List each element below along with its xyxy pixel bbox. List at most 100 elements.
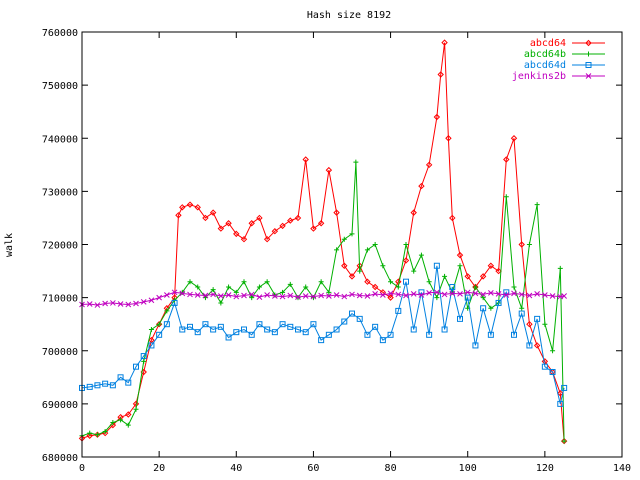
series-line-jenkins2b bbox=[81, 291, 565, 306]
data-point-abcd64b bbox=[133, 406, 139, 412]
legend-marker bbox=[585, 39, 592, 47]
y-tick-label: 760000 bbox=[42, 28, 78, 39]
y-tick-label: 750000 bbox=[42, 81, 78, 92]
series-line-abcd64d bbox=[81, 265, 565, 405]
data-point-abcd64 bbox=[271, 228, 279, 235]
data-point-abcd64d bbox=[210, 326, 217, 333]
data-point-abcd64b bbox=[442, 273, 448, 279]
data-point-jenkins2b bbox=[287, 292, 294, 299]
data-point-abcd64d bbox=[349, 310, 355, 317]
legend-label: abcd64 bbox=[530, 38, 566, 49]
data-point-abcd64 bbox=[479, 273, 487, 280]
data-point-abcd64 bbox=[348, 273, 356, 280]
data-point-abcd64d bbox=[410, 326, 417, 333]
data-point-abcd64 bbox=[317, 220, 325, 227]
data-point-jenkins2b bbox=[457, 291, 463, 297]
x-tick-label: 60 bbox=[307, 463, 319, 474]
data-point-abcd64d bbox=[302, 329, 309, 336]
data-point-abcd64b bbox=[210, 287, 216, 293]
data-point-abcd64b bbox=[519, 305, 525, 311]
data-point-abcd64d bbox=[279, 321, 286, 328]
data-point-abcd64d bbox=[125, 379, 132, 386]
data-point-abcd64b bbox=[403, 242, 409, 247]
data-point-jenkins2b bbox=[194, 292, 201, 298]
data-point-jenkins2b bbox=[434, 289, 440, 296]
data-point-abcd64b bbox=[249, 295, 255, 301]
data-point-abcd64 bbox=[395, 278, 402, 285]
series-jenkins2b bbox=[79, 289, 567, 308]
data-point-abcd64d bbox=[248, 331, 255, 338]
series-abcd64b bbox=[79, 159, 567, 444]
data-point-abcd64b bbox=[534, 202, 540, 208]
data-point-abcd64d bbox=[449, 284, 456, 290]
data-point-abcd64b bbox=[561, 438, 567, 444]
data-point-abcd64 bbox=[510, 135, 518, 142]
data-point-abcd64b bbox=[418, 252, 424, 258]
data-point-abcd64b bbox=[434, 295, 440, 301]
legend-label: jenkins2b bbox=[512, 71, 566, 82]
y-tick-label: 710000 bbox=[42, 294, 78, 305]
x-tick-label: 0 bbox=[79, 463, 85, 474]
data-point-abcd64 bbox=[387, 294, 394, 301]
data-point-jenkins2b bbox=[380, 292, 386, 298]
series-abcd64d bbox=[79, 262, 568, 407]
data-point-abcd64b bbox=[303, 284, 309, 290]
data-point-abcd64 bbox=[263, 235, 271, 243]
data-point-abcd64b bbox=[287, 281, 293, 287]
data-point-abcd64d bbox=[310, 321, 317, 328]
data-point-abcd64b bbox=[526, 242, 532, 247]
data-point-abcd64b bbox=[511, 284, 517, 290]
legend-entry-jenkins2b: jenkins2b bbox=[512, 71, 605, 82]
data-point-abcd64b bbox=[148, 327, 154, 332]
data-point-jenkins2b bbox=[372, 291, 378, 297]
data-point-abcd64b bbox=[550, 348, 556, 354]
data-point-abcd64 bbox=[86, 432, 93, 439]
data-point-abcd64d bbox=[133, 363, 139, 370]
data-point-jenkins2b bbox=[179, 290, 186, 297]
data-point-abcd64b bbox=[233, 289, 239, 295]
data-point-abcd64 bbox=[402, 257, 410, 264]
data-point-abcd64 bbox=[279, 222, 286, 230]
data-point-jenkins2b bbox=[534, 291, 540, 297]
data-point-abcd64 bbox=[194, 204, 201, 211]
data-point-abcd64 bbox=[526, 320, 533, 328]
data-point-abcd64d bbox=[561, 384, 568, 391]
y-tick-label: 700000 bbox=[42, 347, 78, 358]
data-point-abcd64d bbox=[86, 383, 93, 390]
data-point-abcd64d bbox=[256, 321, 263, 328]
data-point-abcd64d bbox=[511, 331, 517, 338]
data-point-jenkins2b bbox=[480, 291, 486, 298]
data-point-abcd64 bbox=[294, 214, 302, 222]
data-point-jenkins2b bbox=[272, 293, 278, 299]
data-point-abcd64d bbox=[117, 374, 124, 381]
data-point-abcd64d bbox=[433, 262, 440, 269]
data-point-abcd64 bbox=[533, 342, 541, 349]
data-point-abcd64d bbox=[487, 331, 494, 338]
data-point-jenkins2b bbox=[148, 297, 155, 304]
data-point-abcd64b bbox=[480, 295, 486, 301]
data-point-abcd64 bbox=[248, 220, 255, 227]
data-point-abcd64d bbox=[557, 400, 564, 407]
data-point-abcd64 bbox=[240, 235, 248, 243]
plot-area bbox=[78, 39, 568, 445]
data-point-abcd64 bbox=[175, 212, 182, 219]
data-point-abcd64d bbox=[287, 323, 294, 330]
legend-marker bbox=[586, 51, 591, 57]
data-point-abcd64d bbox=[295, 326, 301, 333]
data-point-jenkins2b bbox=[549, 293, 556, 299]
data-point-jenkins2b bbox=[542, 292, 548, 298]
data-point-jenkins2b bbox=[210, 291, 216, 298]
data-point-abcd64b bbox=[334, 247, 340, 253]
data-point-jenkins2b bbox=[503, 292, 510, 298]
data-point-jenkins2b bbox=[526, 292, 533, 299]
data-point-jenkins2b bbox=[395, 291, 402, 298]
data-point-abcd64d bbox=[387, 331, 394, 338]
data-point-jenkins2b bbox=[364, 293, 371, 299]
data-point-abcd64 bbox=[487, 262, 495, 269]
data-point-abcd64d bbox=[464, 294, 471, 301]
data-point-abcd64d bbox=[179, 326, 186, 333]
data-point-jenkins2b bbox=[125, 301, 132, 308]
data-point-abcd64b bbox=[372, 242, 378, 247]
